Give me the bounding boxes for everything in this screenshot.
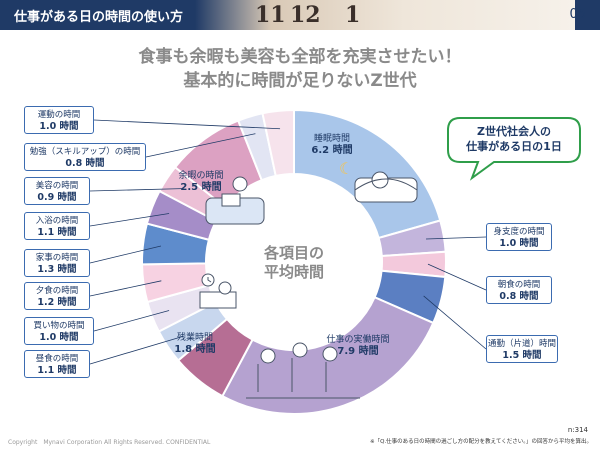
footer-copyright: Copyright Mynavi Corporation All Rights … <box>8 439 211 446</box>
leader-line-dinner <box>89 280 162 297</box>
leader-line-exercise <box>93 119 281 130</box>
center-label-1: 平均時間 <box>264 263 324 281</box>
box-bath: 入浴の時間 1.1 時間 <box>24 212 90 240</box>
headline-line2: 基本的に時間が足りないZ世代 <box>183 71 417 91</box>
center-label-0: 各項目の <box>263 244 324 262</box>
label-leisure: 余暇の時間 2.5 時間 <box>178 171 224 193</box>
box-exercise: 運動の時間 1.0 時間 <box>24 106 94 134</box>
svg-text:☾: ☾ <box>339 159 353 178</box>
box-lunch: 昼食の時間 1.1 時間 <box>24 350 90 378</box>
clock-image: 11 12 1 <box>195 0 575 30</box>
leader-line-beauty <box>89 188 182 192</box>
leader-line-breakfast <box>427 263 487 291</box>
speech-bubble <box>447 117 581 181</box>
box-shopping: 買い物の時間 1.0 時間 <box>24 317 94 345</box>
leader-line-chores <box>89 245 162 264</box>
bubble-text: Z世代社会人の 仕事がある日の1日 <box>466 125 562 153</box>
box-prep: 身支度の時間 1.0 時間 <box>486 223 552 251</box>
leader-line-bath <box>89 213 170 227</box>
box-commute: 通勤（片道）時間 1.5 時間 <box>486 335 558 363</box>
donut-slice-0 <box>293 108 442 240</box>
clock-number-11: 11 <box>255 2 286 28</box>
desk-clock-illustration <box>199 273 237 309</box>
page-number: 05 <box>569 7 586 22</box>
header-title: 仕事がある日の時間の使い方 <box>14 10 184 25</box>
leader-line-shopping <box>93 310 170 332</box>
box-dinner: 夕食の時間 1.2 時間 <box>24 282 90 310</box>
box-study: 勉強（スキルアップ）の時間 0.8 時間 <box>24 143 146 171</box>
footer-note: ※「Q.仕事のある日の時間の過ごし方の配分を教えてください。」の回答から平均を算… <box>370 439 592 445</box>
box-breakfast: 朝食の時間 0.8 時間 <box>486 276 552 304</box>
label-sleep: 睡眠時間 6.2 時間 <box>311 134 353 156</box>
leader-line-commute <box>423 295 487 350</box>
leader-line-prep <box>426 236 487 240</box>
label-work: 仕事の実働時間 7.9 時間 <box>326 335 390 357</box>
clock-number-1: 1 <box>345 2 361 28</box>
label-overtime: 残業時間 1.8 時間 <box>174 333 216 355</box>
sofa-person-illustration <box>205 176 265 225</box>
footer-sample-size: n:314 <box>567 426 588 434</box>
leader-line-lunch <box>89 336 183 365</box>
clock-number-12: 12 <box>290 2 321 28</box>
meeting-people-illustration <box>246 342 360 399</box>
headline-line1: 食事も余暇も美容も全部を充実させたい！ <box>138 47 462 67</box>
sleeping-person-illustration: ☾ <box>339 159 418 203</box>
box-chores: 家事の時間 1.3 時間 <box>24 249 90 277</box>
donut-slice-14 <box>261 108 295 178</box>
box-beauty: 美容の時間 0.9 時間 <box>24 177 90 205</box>
leader-line-study <box>145 133 256 158</box>
